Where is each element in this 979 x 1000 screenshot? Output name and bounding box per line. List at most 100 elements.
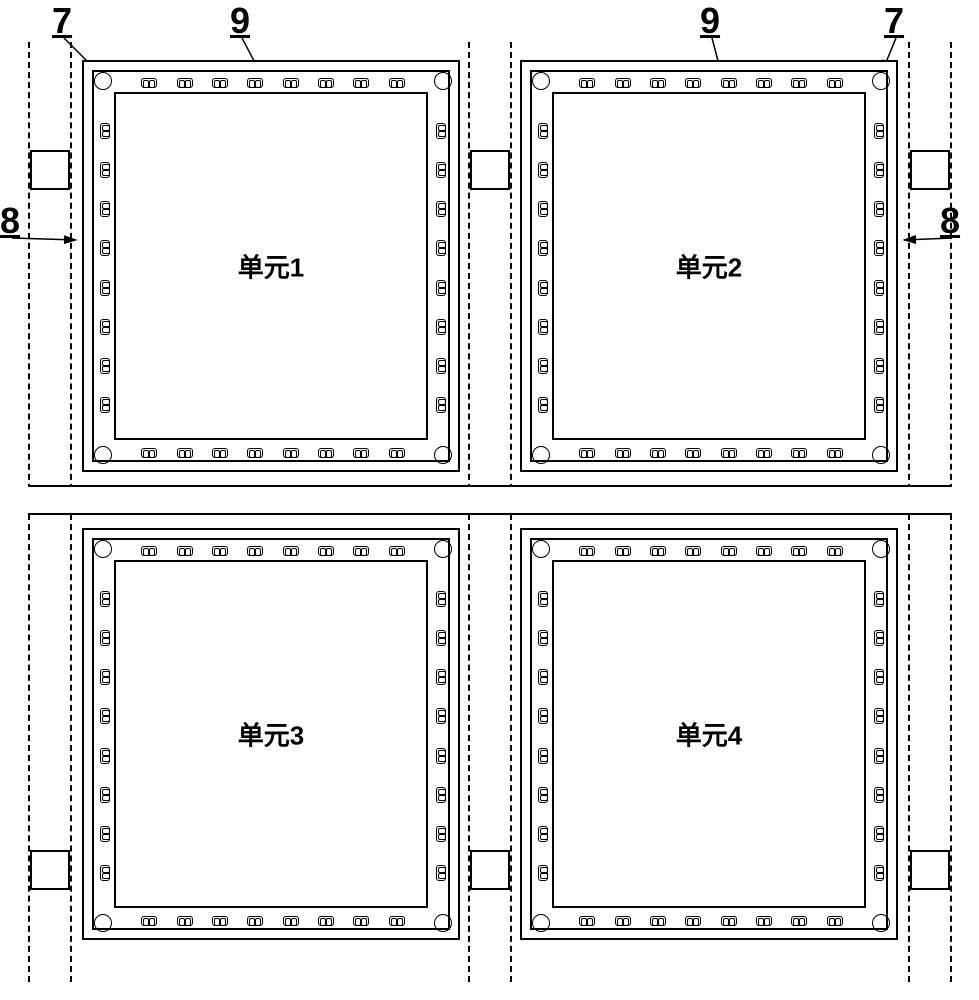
panel-label: 单元4: [676, 716, 742, 753]
clamp-mark: [100, 787, 110, 803]
corner-circle: [434, 540, 452, 558]
callout-number: 8: [0, 200, 20, 242]
clamp-mark: [538, 358, 548, 374]
clamp-mark: [685, 448, 701, 458]
unit-panel-1: 单元1: [82, 60, 460, 472]
clamp-mark: [436, 397, 446, 413]
clamp-mark: [177, 78, 193, 88]
clamp-mark: [100, 669, 110, 685]
rail-connector-box: [910, 850, 950, 890]
rail-connector-box: [30, 150, 70, 190]
clamp-mark: [100, 162, 110, 178]
corner-circle: [434, 72, 452, 90]
clamp-mark: [538, 826, 548, 842]
clamp-mark: [874, 123, 884, 139]
clamp-mark: [100, 630, 110, 646]
clamp-mark: [827, 916, 843, 926]
rail-connector-box: [910, 150, 950, 190]
clamp-mark: [538, 748, 548, 764]
clamp-mark: [615, 916, 631, 926]
clamp-mark: [791, 448, 807, 458]
clamp-mark: [538, 162, 548, 178]
corner-circle: [532, 446, 550, 464]
corner-circle: [872, 540, 890, 558]
clamp-mark: [874, 748, 884, 764]
clamp-mark: [141, 546, 157, 556]
corner-circle: [532, 914, 550, 932]
clamp-mark: [177, 448, 193, 458]
clamp-mark: [538, 591, 548, 607]
clamp-mark: [141, 916, 157, 926]
clamp-mark: [100, 397, 110, 413]
clamp-mark: [538, 319, 548, 335]
clamp-mark: [721, 448, 737, 458]
callout-number: 9: [230, 0, 250, 42]
clamp-mark: [579, 78, 595, 88]
clamp-mark: [874, 397, 884, 413]
clamp-mark: [756, 546, 772, 556]
clamp-mark: [100, 358, 110, 374]
clamp-mark: [353, 546, 369, 556]
clamp-mark: [353, 448, 369, 458]
clamp-mark: [100, 826, 110, 842]
unit-panel-2: 单元2: [520, 60, 898, 472]
clamp-mark: [538, 397, 548, 413]
clamp-mark: [283, 546, 299, 556]
callout-number: 7: [52, 0, 72, 42]
callout-number: 7: [884, 0, 904, 42]
clamp-mark: [436, 162, 446, 178]
clamp-mark: [100, 865, 110, 881]
clamp-mark: [283, 448, 299, 458]
clamp-mark: [212, 546, 228, 556]
rail-connector-box: [470, 850, 510, 890]
clamp-mark: [247, 916, 263, 926]
clamp-mark: [436, 748, 446, 764]
clamp-mark: [791, 916, 807, 926]
corner-circle: [532, 72, 550, 90]
clamp-mark: [100, 591, 110, 607]
corner-circle: [872, 72, 890, 90]
corner-circle: [94, 72, 112, 90]
clamp-mark: [389, 448, 405, 458]
clamp-mark: [283, 78, 299, 88]
clamp-mark: [212, 916, 228, 926]
corner-circle: [872, 914, 890, 932]
clamp-mark: [436, 358, 446, 374]
clamp-mark: [874, 358, 884, 374]
corner-circle: [872, 446, 890, 464]
clamp-mark: [615, 78, 631, 88]
clamp-mark: [874, 280, 884, 296]
clamp-mark: [650, 448, 666, 458]
corner-circle: [94, 914, 112, 932]
clamp-mark: [579, 448, 595, 458]
clamp-mark: [212, 78, 228, 88]
clamp-mark: [827, 78, 843, 88]
panel-label: 单元1: [238, 248, 304, 285]
clamp-mark: [756, 448, 772, 458]
clamp-mark: [247, 78, 263, 88]
clamp-mark: [436, 591, 446, 607]
clamp-mark: [247, 448, 263, 458]
clamp-mark: [318, 546, 334, 556]
clamp-mark: [177, 546, 193, 556]
clamp-mark: [436, 826, 446, 842]
clamp-mark: [756, 78, 772, 88]
clamp-mark: [247, 546, 263, 556]
clamp-mark: [538, 708, 548, 724]
clamp-mark: [874, 787, 884, 803]
clamp-mark: [436, 708, 446, 724]
clamp-mark: [177, 916, 193, 926]
corner-circle: [434, 914, 452, 932]
clamp-mark: [579, 916, 595, 926]
clamp-mark: [436, 280, 446, 296]
unit-panel-3: 单元3: [82, 528, 460, 940]
clamp-mark: [791, 78, 807, 88]
clamp-mark: [721, 546, 737, 556]
clamp-mark: [100, 123, 110, 139]
engineering-diagram: 单元1单元2单元3单元4799788: [0, 0, 979, 1000]
clamp-mark: [650, 78, 666, 88]
callout-number: 9: [700, 0, 720, 42]
clamp-mark: [538, 787, 548, 803]
clamp-mark: [100, 708, 110, 724]
clamp-mark: [436, 240, 446, 256]
